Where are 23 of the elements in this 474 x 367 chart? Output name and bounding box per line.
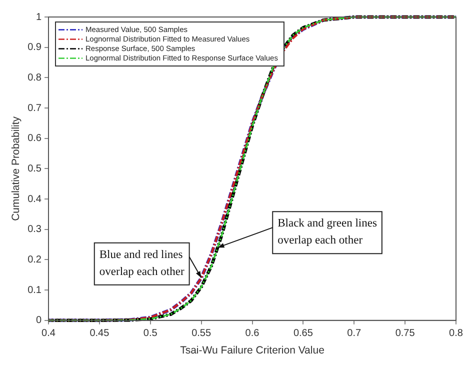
x-tick-label: 0.65	[293, 328, 314, 340]
y-tick-label: 0.1	[28, 284, 42, 296]
y-tick-label: 0.6	[28, 133, 42, 144]
y-tick-label: 0.5	[28, 163, 42, 174]
y-tick-label: 1	[36, 12, 42, 23]
y-tick-label: 0.2	[28, 254, 42, 266]
annotation: Blue and red lines overlap each other	[99, 248, 184, 278]
y-tick-label: 0.9	[28, 42, 42, 54]
y-axis-title: Cumulative Probability	[10, 116, 22, 221]
x-tick-label: 0.8	[449, 328, 464, 340]
x-tick-label: 0.75	[395, 328, 416, 340]
x-tick-label: 0.6	[245, 328, 260, 340]
y-tick-label: 0.7	[28, 102, 42, 114]
x-tick-label: 0.55	[192, 328, 212, 340]
x-tick-label: 0.45	[90, 328, 110, 340]
x-tick-label: 0.7	[347, 328, 362, 340]
y-tick-label: 0	[36, 315, 42, 326]
annotation: Black and green lines overlap each other	[278, 218, 378, 247]
x-axis-title: Tsai-Wu Failure Criterion Value	[180, 344, 325, 357]
x-tick-label: 0.5	[143, 328, 158, 340]
y-tick-label: 0.3	[28, 224, 42, 236]
y-tick-label: 0.8	[28, 72, 42, 84]
y-tick-label: 0.4	[28, 194, 42, 205]
